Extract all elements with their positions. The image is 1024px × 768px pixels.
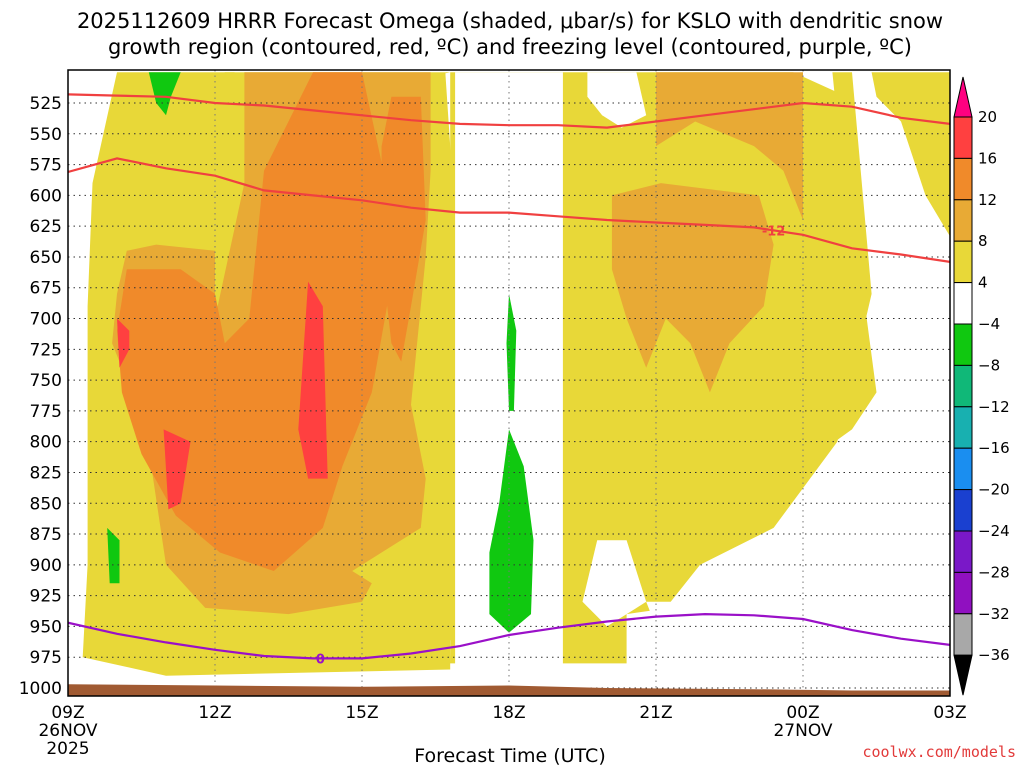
omega-shading — [82, 72, 950, 676]
y-tick-label-650: 650 — [30, 248, 62, 268]
dgz-lower-isotherm-line — [68, 157, 950, 263]
colorbar-bin-10 — [953, 489, 973, 532]
colorbar-top-arrow — [953, 76, 973, 118]
shade-orange-ne8 — [656, 72, 803, 220]
contour-lines: -12 0 — [68, 93, 950, 696]
x-tick-date-00Z: 27NOV — [773, 721, 832, 741]
shade-red-a — [117, 318, 130, 368]
y-tick-label-600: 600 — [30, 186, 62, 206]
colorbar-level-label-0: 20 — [978, 108, 997, 126]
chart-title-line2: growth region (contoured, red, ºC) and f… — [108, 35, 912, 59]
shade-green-left — [107, 527, 120, 584]
dgz-upper-isotherm-line — [68, 93, 950, 129]
colorbar-bin-6 — [953, 323, 973, 366]
colorbar-bin-4 — [953, 240, 973, 284]
y-tick-label-700: 700 — [30, 310, 62, 330]
x-axis-title: Forecast Time (UTC) — [414, 745, 605, 767]
colorbar-level-label-5: −4 — [978, 315, 1000, 333]
plot-frame — [67, 69, 951, 697]
shade-green-top — [148, 72, 181, 116]
dgz-lower-isotherm-label: -12 — [762, 224, 786, 239]
x-tick-label-15Z: 15Z — [345, 703, 378, 723]
colorbar-bin-9 — [953, 447, 973, 491]
y-tick-label-550: 550 — [30, 125, 62, 145]
colorbar-bin-1 — [953, 116, 973, 159]
colorbar-level-label-13: −36 — [978, 646, 1010, 664]
x-tick-label-21Z: 21Z — [639, 703, 672, 723]
y-tick-label-900: 900 — [30, 556, 62, 576]
shade-green-18z-lower — [489, 429, 534, 633]
freezing-level-line — [68, 612, 950, 660]
freezing-level-label: 0 — [316, 652, 325, 667]
colorbar-level-label-3: 8 — [978, 232, 988, 250]
y-tick-label-750: 750 — [30, 371, 62, 391]
shade-orange-mid12 — [381, 96, 426, 362]
colorbar-level-label-2: 12 — [978, 191, 997, 209]
colorbar-level-label-12: −32 — [978, 605, 1010, 623]
x-tick-label-18Z: 18Z — [492, 703, 525, 723]
shade-orange-e8 — [611, 183, 774, 393]
colorbar-level-label-8: −16 — [978, 439, 1010, 457]
shade-red-c — [298, 281, 328, 479]
colorbar-bin-13 — [953, 613, 973, 656]
y-tick-label-925: 925 — [30, 587, 62, 607]
credit-text: coolwx.com/models — [862, 743, 1016, 761]
y-tick-label-675: 675 — [30, 279, 62, 299]
colorbar-level-label-11: −28 — [978, 563, 1010, 581]
x-tick-label-03Z: 03Z — [933, 703, 966, 723]
y-tick-label-850: 850 — [30, 494, 62, 514]
colorbar-bin-8 — [953, 406, 973, 449]
y-tick-label-1000: 1000 — [19, 679, 62, 699]
x-tick-label-00Z: 00Z — [786, 703, 819, 723]
y-tick-label-775: 775 — [30, 402, 62, 422]
colorbar-bottom-arrow — [953, 654, 973, 696]
colorbar-bin-11 — [953, 530, 973, 573]
y-tick-label-950: 950 — [30, 617, 62, 637]
colorbar-bin-5 — [953, 282, 973, 325]
colorbar-level-label-10: −24 — [978, 522, 1010, 540]
x-tick-label-12Z: 12Z — [198, 703, 231, 723]
y-tick-label-625: 625 — [30, 217, 62, 237]
shade-yellow-ne — [871, 72, 950, 237]
shade-hole-top — [587, 72, 647, 128]
y-tick-label-975: 975 — [30, 648, 62, 668]
x-tick-date-09Z: 26NOV — [38, 721, 97, 741]
y-tick-label-800: 800 — [30, 433, 62, 453]
colorbar-level-label-6: −8 — [978, 356, 1000, 374]
colorbar-bin-7 — [953, 364, 973, 408]
y-tick-label-825: 825 — [30, 463, 62, 483]
y-tick-label-525: 525 — [30, 94, 62, 114]
terrain-fill — [68, 684, 950, 696]
colorbar-level-label-9: −20 — [978, 481, 1010, 499]
colorbar-level-label-4: 4 — [978, 274, 988, 292]
colorbar-bin-2 — [953, 157, 973, 201]
colorbar-level-label-7: −12 — [978, 398, 1010, 416]
y-tick-label-875: 875 — [30, 525, 62, 545]
y-tick-label-575: 575 — [30, 156, 62, 176]
colorbar-bin-12 — [953, 571, 973, 615]
y-tick-label-725: 725 — [30, 340, 62, 360]
y-axis: 525 550 575 600 625 650 675 700 725 750 775 800 825 8… — [19, 94, 62, 699]
shade-hole-sw — [582, 540, 647, 627]
colorbar: 20 16 12 8 4 −4 −8 −12 −16 −20 −24 −28 −32 −36 — [953, 76, 1010, 696]
chart-title-line1: 2025112609 HRRR Forecast Omega (shaded, … — [77, 9, 943, 33]
plot-area: -12 0 — [68, 70, 950, 696]
x-tick-label-09Z: 09Z — [51, 703, 84, 723]
colorbar-level-label-1: 16 — [978, 149, 997, 167]
x-tick-year-09Z: 2025 — [46, 739, 89, 759]
colorbar-bin-3 — [953, 199, 973, 242]
shade-red-b — [163, 429, 191, 510]
